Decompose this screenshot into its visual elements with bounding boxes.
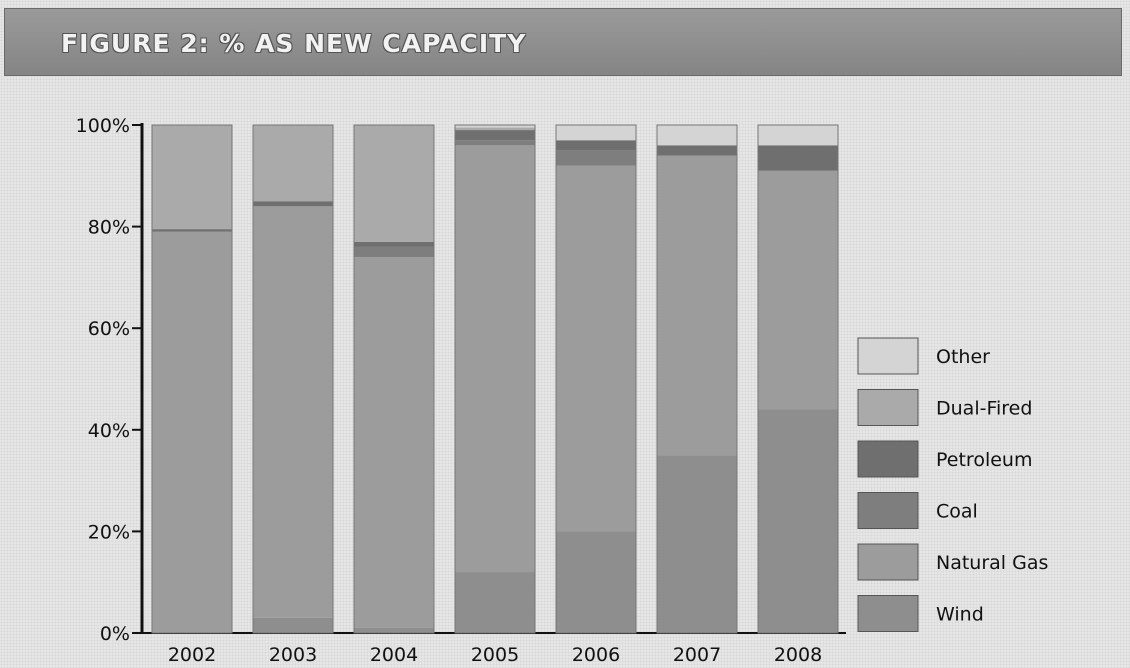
bar-segment-wind — [657, 455, 737, 633]
y-tick-label: 60% — [88, 318, 130, 340]
bar-segment-petroleum — [354, 241, 434, 247]
legend-swatch — [857, 389, 919, 426]
y-tick-label: 40% — [88, 420, 130, 442]
bar-segment-natural-gas — [354, 257, 434, 628]
legend-label: Natural Gas — [936, 552, 1048, 574]
bar-segment-petroleum — [152, 229, 232, 232]
bar-segment-dual-fired — [253, 125, 333, 202]
bar-segment-petroleum — [657, 145, 737, 156]
bar-segment-wind — [354, 627, 434, 633]
bar-outline — [656, 124, 738, 634]
legend-swatch — [857, 492, 919, 529]
legend-label: Other — [936, 346, 990, 368]
bar-segment-dual-fired — [354, 125, 434, 242]
bar-segment-wind — [556, 531, 636, 633]
legend-swatch — [857, 595, 919, 632]
legend-label: Petroleum — [936, 449, 1032, 471]
bar-segment-wind — [455, 572, 535, 633]
bar-segment-natural-gas — [455, 145, 535, 573]
bar-segment-natural-gas — [758, 170, 838, 410]
bar-segment-petroleum — [455, 130, 535, 141]
bar-segment-petroleum — [758, 145, 838, 171]
bar-outline — [757, 124, 839, 634]
bar-segment-other — [758, 125, 838, 146]
x-tick-label: 2004 — [370, 644, 418, 666]
bar-segment-other — [556, 125, 636, 141]
legend-swatch — [857, 337, 919, 375]
bar-segment-dual-fired — [455, 127, 535, 131]
bar-segment-dual-fired — [152, 125, 232, 230]
x-tick-label: 2008 — [774, 644, 822, 666]
legend-label: Coal — [936, 501, 978, 523]
bar-segment-coal — [556, 150, 636, 166]
bar-outline — [151, 124, 233, 634]
legend-label: Wind — [936, 604, 984, 626]
bar-outline — [555, 124, 637, 634]
bar-outline — [454, 124, 536, 634]
bar-segment-coal — [354, 246, 434, 258]
legend-swatch — [857, 440, 919, 478]
y-tick-label: 20% — [88, 521, 130, 543]
bar-segment-natural-gas — [657, 155, 737, 456]
y-tick-label: 80% — [88, 217, 130, 239]
bar-segment-natural-gas — [152, 231, 232, 633]
x-tick-label: 2007 — [673, 644, 721, 666]
bar-segment-natural-gas — [253, 206, 333, 618]
x-tick-label: 2006 — [572, 644, 620, 666]
bar-segment-other — [455, 125, 535, 128]
x-tick-label: 2005 — [471, 644, 519, 666]
legend-label: Dual-Fired — [936, 398, 1032, 420]
y-tick-label: 100% — [76, 115, 130, 137]
legend-swatch — [857, 543, 919, 581]
x-tick-label: 2003 — [269, 644, 317, 666]
bar-segment-petroleum — [556, 140, 636, 151]
bar-segment-other — [657, 125, 737, 146]
bar-segment-wind — [758, 409, 838, 633]
y-tick-label: 0% — [100, 623, 130, 645]
bar-segment-petroleum — [253, 201, 333, 207]
x-tick-label: 2002 — [168, 644, 216, 666]
bar-segment-coal — [455, 140, 535, 146]
bar-outline — [353, 124, 435, 634]
figure-header: FIGURE 2: % AS NEW CAPACITY — [4, 8, 1122, 76]
figure-title: FIGURE 2: % AS NEW CAPACITY — [61, 29, 527, 58]
bar-segment-wind — [253, 617, 333, 633]
bar-segment-natural-gas — [556, 165, 636, 532]
bar-outline — [252, 124, 334, 634]
